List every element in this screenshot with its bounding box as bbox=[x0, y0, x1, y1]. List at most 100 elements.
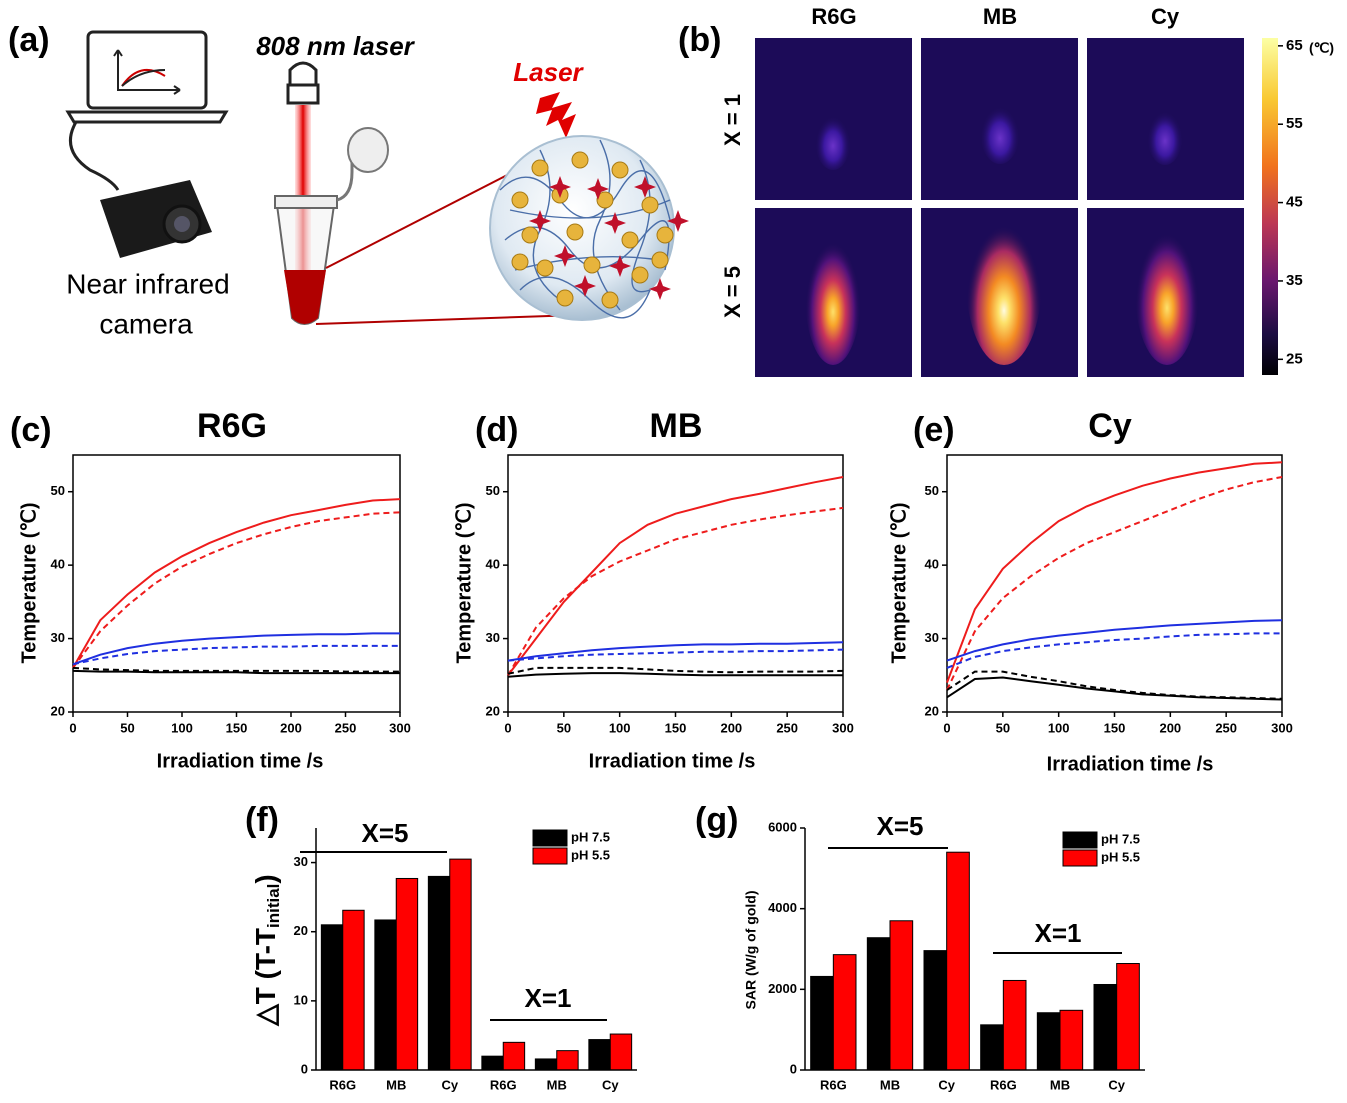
x-axis-label: Irradiation time /s bbox=[589, 750, 756, 772]
data-line bbox=[72, 498, 401, 669]
panel-a: (a) Near infrared camera 808 nm laser La… bbox=[8, 21, 689, 339]
y-tick-label: 40 bbox=[925, 557, 939, 572]
legend-swatch bbox=[1062, 831, 1098, 849]
y-tick-label: 40 bbox=[51, 557, 65, 572]
data-line bbox=[72, 511, 401, 669]
x-tick-label: Cy bbox=[602, 1077, 619, 1092]
x-tick-label: 200 bbox=[1159, 720, 1181, 735]
y-axis-label-sub: initial bbox=[264, 884, 283, 928]
gold-particles bbox=[511, 151, 674, 309]
x-tick-label: Cy bbox=[441, 1077, 458, 1092]
x-tick-label: 100 bbox=[609, 720, 631, 735]
legend-swatch bbox=[532, 829, 568, 847]
thermal-images bbox=[755, 38, 1244, 377]
hot-spot bbox=[805, 225, 861, 365]
x-tick-label: 0 bbox=[943, 720, 950, 735]
x-tick-label: 150 bbox=[1104, 720, 1126, 735]
x-tick-label: 50 bbox=[557, 720, 571, 735]
camera-caption: Near infrared bbox=[66, 268, 229, 299]
y-axis-label-text: △T (T-T bbox=[250, 928, 281, 1027]
y-tick-label: 50 bbox=[925, 483, 939, 498]
bar bbox=[342, 909, 365, 1071]
data-line bbox=[507, 666, 844, 675]
group-annotation: X=1 bbox=[525, 983, 572, 1013]
y-tick-label: 20 bbox=[294, 923, 308, 938]
x-tick-label: 200 bbox=[280, 720, 302, 735]
camera-caption: camera bbox=[99, 308, 193, 339]
hot-spot bbox=[815, 110, 851, 170]
y-tick-label: 0 bbox=[301, 1061, 308, 1076]
colorbar-tick-label: 55 bbox=[1286, 115, 1303, 132]
chart: (e) 0 50 100 150 200 250 300 20 30 40 50 Cy Irradiati… bbox=[888, 407, 1293, 775]
column-label: R6G bbox=[811, 4, 856, 29]
x-tick-label: 200 bbox=[720, 720, 742, 735]
bar bbox=[502, 1041, 526, 1071]
dye-molecules bbox=[529, 176, 689, 300]
x-tick-label: 150 bbox=[665, 720, 687, 735]
x-tick-label: 50 bbox=[996, 720, 1010, 735]
y-tick-label: 40 bbox=[486, 557, 500, 572]
y-tick-label: 20 bbox=[51, 703, 65, 718]
x-tick-label: MB bbox=[547, 1077, 567, 1092]
panel-label: (g) bbox=[695, 801, 738, 839]
column-label: Cy bbox=[1151, 4, 1180, 29]
hot-spot bbox=[1147, 105, 1183, 165]
row-label: X = 5 bbox=[720, 266, 745, 318]
bar bbox=[923, 950, 948, 1071]
chart: (f) 0 10 20 30 R6G MB Cy R6G MB Cy X=5 X=1 pH 7.5 pH 5… bbox=[245, 801, 637, 1092]
x-tick-label: 300 bbox=[389, 720, 411, 735]
data-line bbox=[946, 670, 1283, 700]
charts: (c)0 50 100 150 200 250 30020304050R6GIrradiat… bbox=[10, 407, 1293, 1092]
x-tick-label: 0 bbox=[69, 720, 76, 735]
laser-bolt bbox=[536, 92, 576, 138]
y-tick-label: 20 bbox=[925, 703, 939, 718]
legend-label: pH 7.5 bbox=[571, 829, 610, 844]
colorbar bbox=[1262, 38, 1278, 375]
tube-cap bbox=[274, 195, 338, 209]
colorbar-tick-label: 25 bbox=[1286, 350, 1303, 367]
data-line bbox=[72, 632, 400, 666]
y-tick-label: 50 bbox=[51, 483, 65, 498]
bar bbox=[588, 1039, 611, 1071]
data-line bbox=[946, 632, 1282, 669]
y-tick-label: 50 bbox=[486, 483, 500, 498]
laptop-plot bbox=[113, 49, 181, 95]
bar bbox=[1093, 983, 1118, 1071]
x-tick-label: 50 bbox=[120, 720, 134, 735]
data-line bbox=[507, 672, 843, 678]
y-axis-label: Temperature (℃) bbox=[18, 502, 40, 663]
bar bbox=[866, 937, 891, 1071]
bar bbox=[449, 858, 472, 1071]
chart: (c) 0 50 100 150 200 250 300 20 30 40 50 R6G Irradiat… bbox=[10, 407, 411, 772]
tube-lid bbox=[347, 127, 389, 173]
laser-wavelength: 808 nm laser bbox=[256, 31, 415, 61]
data-line bbox=[946, 476, 1283, 691]
chart: (g) 0 2000 4000 6000 R6G MB Cy R6G MB Cy X=5 X=1 pH 7… bbox=[695, 801, 1145, 1092]
panel-b: (b) R6G MB Cy X = 1 X = 5 bbox=[678, 4, 1278, 377]
group-annotation: X=5 bbox=[362, 818, 409, 848]
x-tick-label: 150 bbox=[226, 720, 248, 735]
column-label: MB bbox=[983, 4, 1017, 29]
x-tick-label: 250 bbox=[1215, 720, 1237, 735]
data-line bbox=[946, 676, 1283, 701]
bar bbox=[832, 954, 857, 1071]
y-axis-label: △T (T-Tinitial) bbox=[250, 874, 283, 1026]
legend-label: pH 5.5 bbox=[1101, 849, 1140, 864]
bar bbox=[1059, 1009, 1084, 1071]
tube-liquid bbox=[284, 270, 326, 324]
legend-swatch bbox=[1062, 849, 1098, 867]
y-tick-label: 10 bbox=[294, 992, 308, 1007]
x-tick-label: MB bbox=[386, 1077, 406, 1092]
x-axis-label: Irradiation time /s bbox=[157, 750, 324, 772]
laptop-curve bbox=[121, 69, 166, 87]
group-annotation: X=5 bbox=[877, 811, 924, 841]
data-line bbox=[72, 669, 400, 675]
row-label: X = 1 bbox=[720, 94, 745, 146]
x-tick-label: 100 bbox=[171, 720, 193, 735]
laser-label: Laser bbox=[513, 57, 584, 87]
x-tick-label: 300 bbox=[832, 720, 854, 735]
x-tick-label: MB bbox=[1050, 1077, 1070, 1092]
bar bbox=[427, 875, 451, 1071]
